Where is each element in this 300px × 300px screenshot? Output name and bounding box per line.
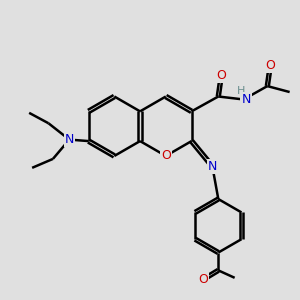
Text: H: H [237,85,245,96]
Text: N: N [208,160,217,173]
Text: O: O [199,273,208,286]
Text: N: N [64,133,74,146]
Text: O: O [266,59,275,72]
Text: O: O [216,69,226,82]
Text: O: O [161,149,171,162]
Text: N: N [241,93,250,106]
